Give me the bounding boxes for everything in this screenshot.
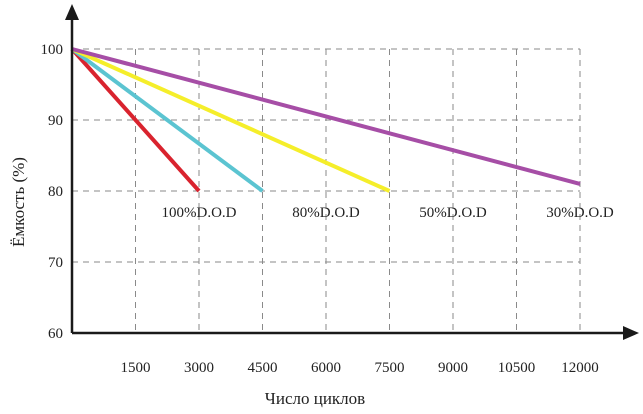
series-line-1 bbox=[70, 47, 264, 193]
series-label-3: 30%D.O.D bbox=[546, 205, 614, 221]
series-labels: 100%D.O.D 80%D.O.D 50%D.O.D 30%D.O.D bbox=[162, 205, 614, 221]
series-label-0: 100%D.O.D bbox=[162, 205, 237, 221]
x-tick-label: 12000 bbox=[561, 360, 599, 376]
x-tick-label: 10500 bbox=[498, 360, 536, 376]
tick-labels: 1500 3000 4500 6000 7500 9000 10500 12000 60 70 80… bbox=[41, 42, 599, 376]
y-tick-label: 100 bbox=[41, 42, 64, 58]
series-line-0 bbox=[70, 47, 201, 193]
series-label-2: 50%D.O.D bbox=[419, 205, 487, 221]
y-tick-label: 70 bbox=[48, 255, 63, 271]
x-axis-title: Число циклов bbox=[265, 389, 365, 408]
y-tick-label: 60 bbox=[48, 326, 63, 342]
series-lines bbox=[70, 47, 581, 193]
x-tick-label: 7500 bbox=[375, 360, 405, 376]
x-tick-label: 6000 bbox=[311, 360, 341, 376]
series-line-3 bbox=[71, 47, 581, 186]
x-tick-label: 4500 bbox=[248, 360, 278, 376]
grid bbox=[72, 48, 581, 333]
y-tick-label: 80 bbox=[48, 184, 63, 200]
series-line-2 bbox=[71, 47, 391, 193]
x-tick-label: 1500 bbox=[121, 360, 151, 376]
x-tick-label: 3000 bbox=[184, 360, 214, 376]
y-axis-title: Ёмкость (%) bbox=[9, 157, 28, 247]
series-label-1: 80%D.O.D bbox=[292, 205, 360, 221]
y-tick-label: 90 bbox=[48, 113, 63, 129]
x-axis-arrow bbox=[623, 326, 639, 340]
x-tick-label: 9000 bbox=[438, 360, 468, 376]
axes bbox=[65, 4, 639, 340]
y-axis-arrow bbox=[65, 4, 79, 20]
